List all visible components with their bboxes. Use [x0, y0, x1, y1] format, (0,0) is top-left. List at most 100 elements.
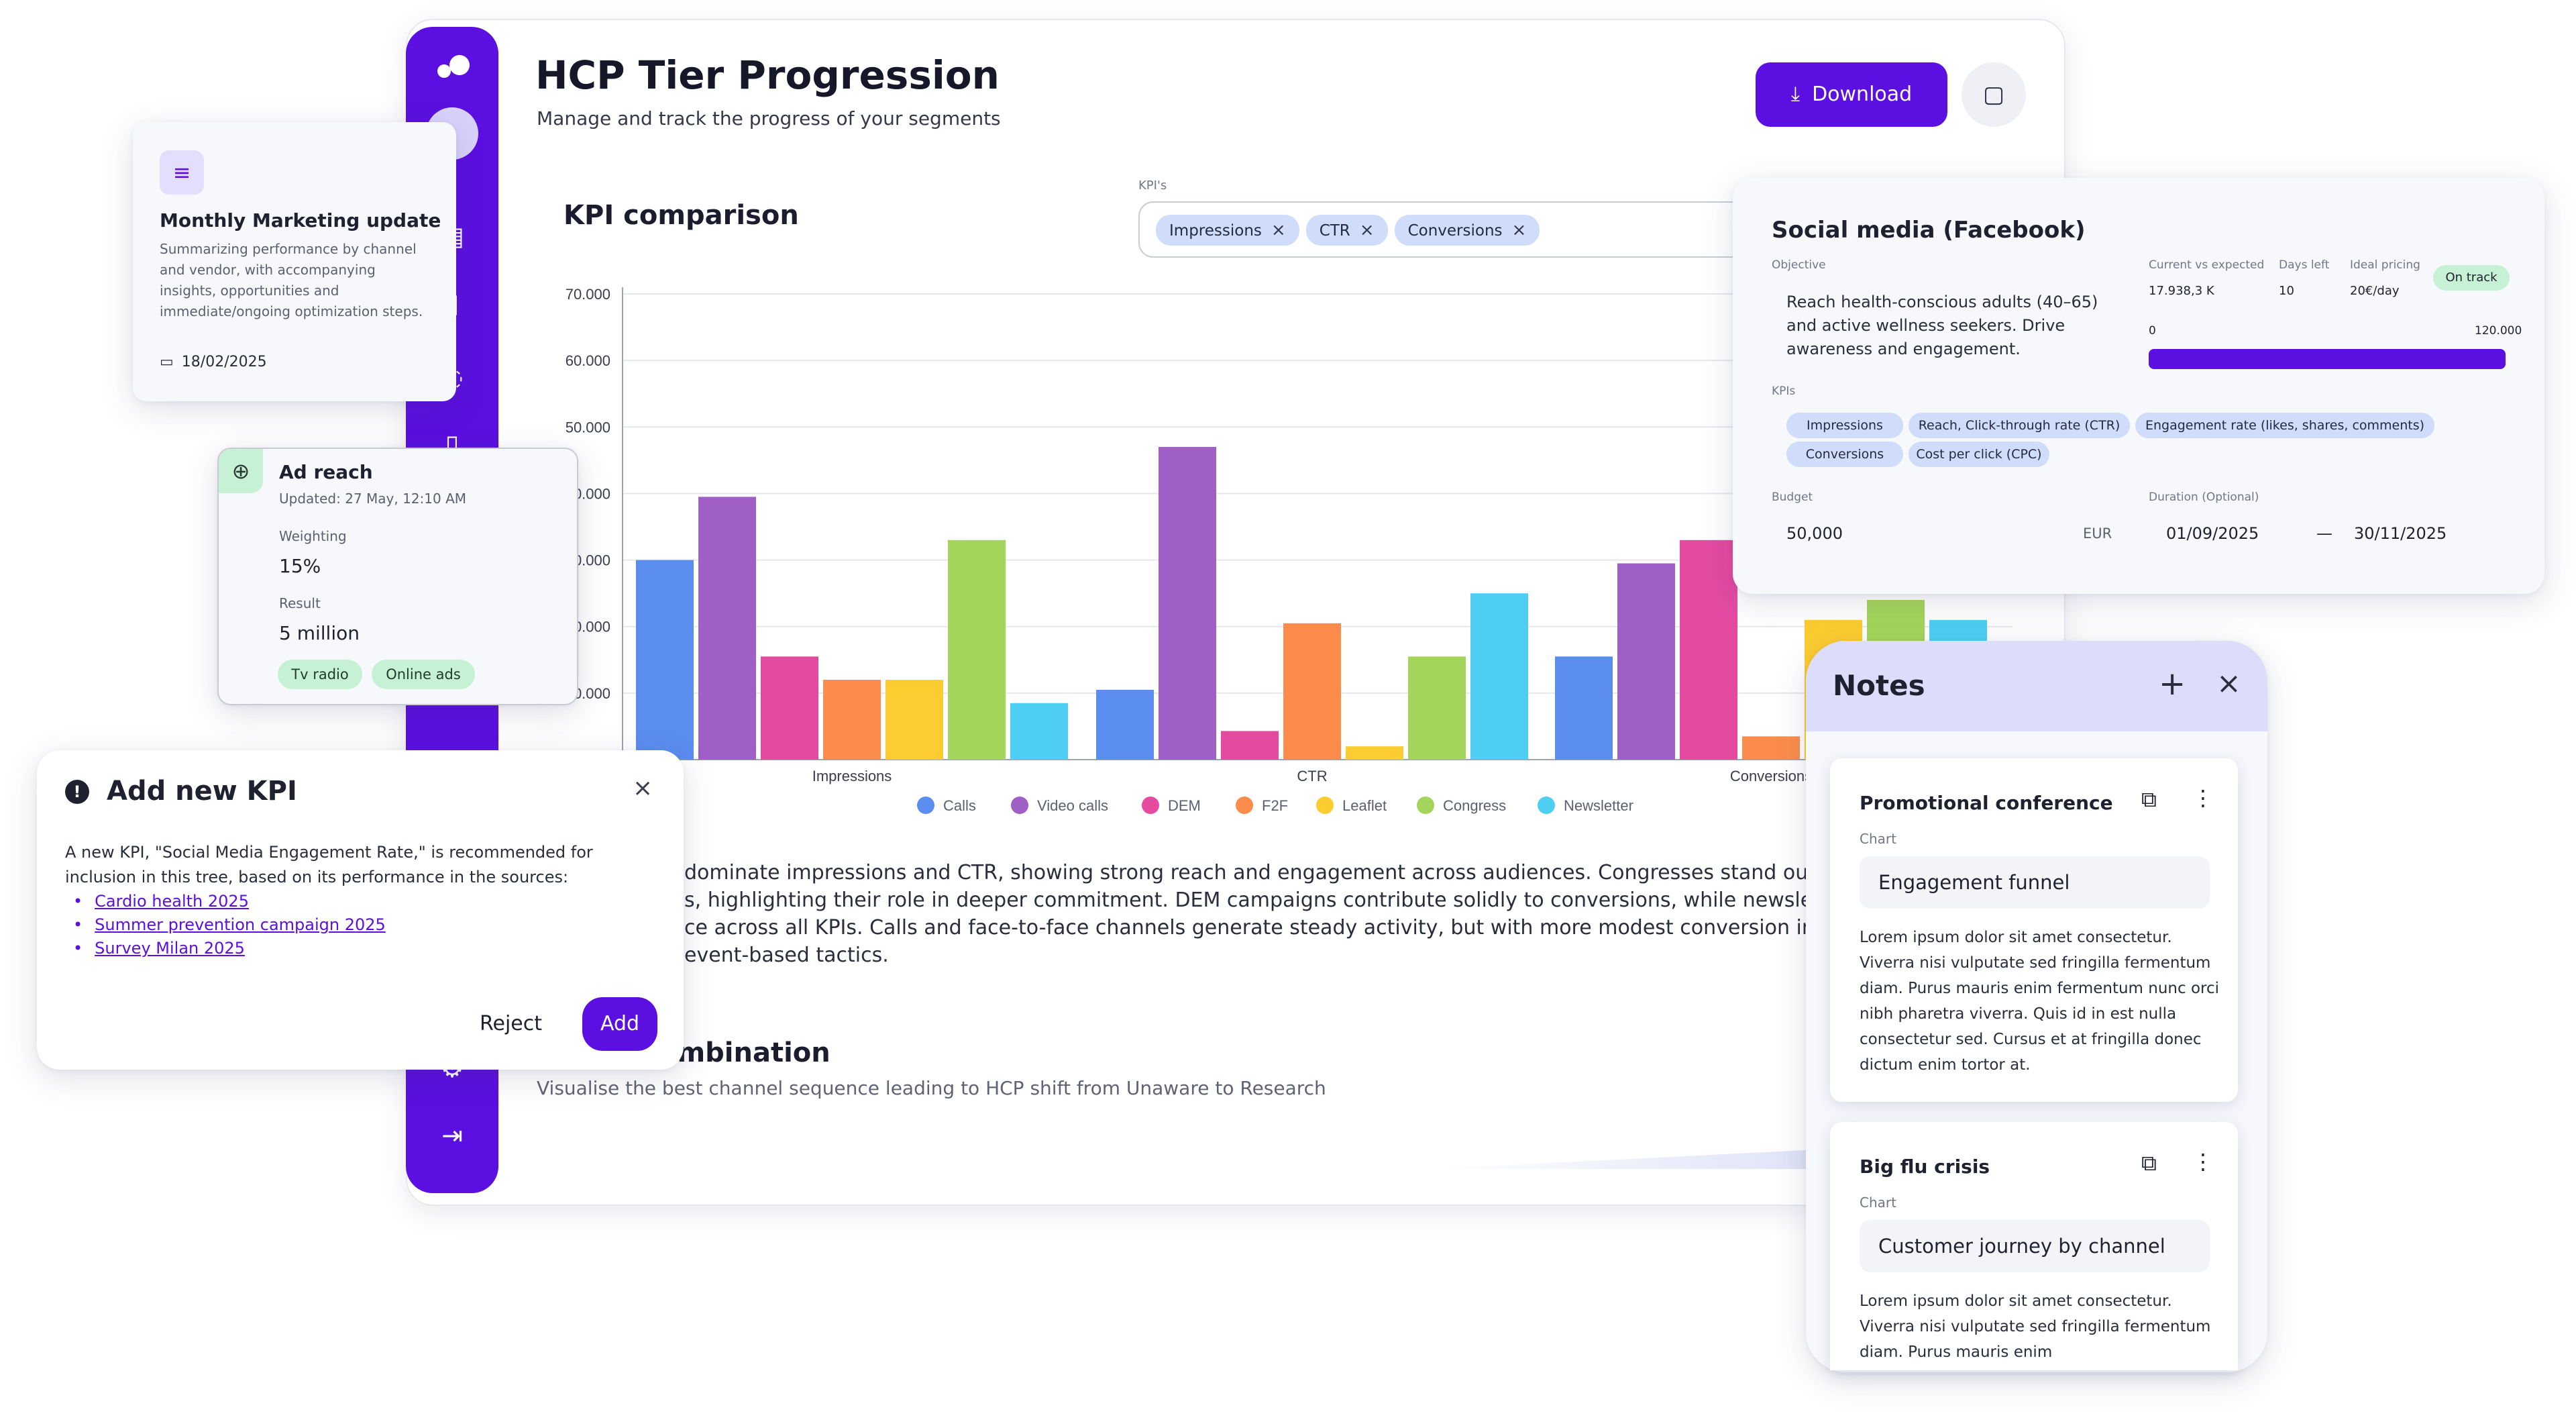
bar: [1346, 746, 1403, 760]
remove-chip-icon[interactable]: ×: [1271, 220, 1286, 240]
chart-label: Chart: [1860, 831, 1896, 847]
note-body: Lorem ipsum dolor sit amet consectetur. …: [1860, 1292, 2211, 1361]
reject-button[interactable]: Reject: [480, 1012, 543, 1035]
source-link[interactable]: Cardio health 2025: [95, 892, 249, 911]
note-title: Promotional conference: [1860, 792, 2113, 814]
source-link[interactable]: Summer prevention campaign 2025: [95, 915, 386, 934]
page-subtitle: Manage and track the progress of your se…: [537, 107, 1001, 130]
download-button[interactable]: ⤓ Download: [1756, 62, 1947, 127]
legend-marker: [1417, 797, 1434, 814]
legend-label: Congress: [1443, 797, 1506, 814]
remove-chip-icon[interactable]: ×: [1359, 220, 1375, 240]
ad-reach-card[interactable]: ⊕ Ad reach Updated: 27 May, 12:10 AM Wei…: [217, 448, 578, 705]
combination-title: ombination: [659, 1037, 830, 1068]
alert-icon: !: [65, 780, 89, 804]
start-date[interactable]: 01/09/2025: [2166, 524, 2259, 543]
source-link[interactable]: Survey Milan 2025: [95, 939, 245, 958]
chart-value[interactable]: Customer journey by channel: [1860, 1220, 2210, 1272]
note-card[interactable]: Big flu crisis ⧉ ⋮ Chart Customer journe…: [1830, 1122, 2238, 1370]
page-title: HCP Tier Progression: [535, 52, 1000, 98]
bar: [1742, 736, 1800, 760]
x-tick-label: Impressions: [812, 768, 892, 784]
note-title: Big flu crisis: [1860, 1156, 1990, 1178]
notes-title: Notes: [1833, 669, 1925, 702]
remove-chip-icon[interactable]: ×: [1511, 220, 1527, 240]
copy-icon[interactable]: ⧉: [2141, 786, 2157, 812]
combination-subtitle: Visualise the best channel sequence lead…: [537, 1077, 1326, 1099]
bar: [1408, 656, 1466, 760]
crosshair-icon: ⊕: [219, 449, 263, 493]
card-title: Monthly Marketing update: [160, 209, 441, 232]
source-item[interactable]: • Summer prevention campaign 2025: [73, 915, 386, 934]
kpi-chip-label: CTR: [1319, 222, 1350, 240]
legend-label: Calls: [943, 797, 976, 814]
bar: [948, 540, 1006, 760]
close-icon[interactable]: ×: [2216, 666, 2241, 701]
insight-line: s, highlighting their role in deeper com…: [684, 888, 1928, 912]
dialog-body: A new KPI, "Social Media Engagement Rate…: [65, 843, 593, 886]
y-tick-label: 60.000: [566, 352, 610, 369]
calendar-icon: ▭: [160, 354, 174, 370]
bar: [885, 680, 943, 760]
more-icon[interactable]: ⋮: [2192, 1149, 2214, 1174]
kpi-chip-conversions[interactable]: Conversions ×: [1394, 215, 1540, 246]
document-icon: ≡: [160, 150, 204, 195]
sticky-note-button[interactable]: ▢: [1962, 62, 2026, 127]
legend-label: F2F: [1262, 797, 1288, 814]
end-date[interactable]: 30/11/2025: [2354, 524, 2447, 543]
social-media-card: Social media (Facebook) Objective Reach …: [1733, 178, 2544, 594]
download-icon: ⤓: [1790, 83, 1801, 106]
date-text: 18/02/2025: [181, 354, 267, 370]
bar: [1221, 731, 1279, 760]
bar: [1470, 593, 1528, 760]
legend-marker: [1142, 797, 1159, 814]
close-icon[interactable]: ×: [633, 774, 653, 802]
insight-text: dominate impressions and CTR, showing st…: [684, 859, 1927, 969]
bar: [1096, 689, 1154, 760]
legend-marker: [1011, 797, 1028, 814]
more-icon[interactable]: ⋮: [2192, 785, 2214, 811]
card-body: Summarizing performance by channel and v…: [160, 241, 423, 319]
kpi-selector[interactable]: Impressions × CTR × Conversions ×: [1138, 201, 1809, 258]
note-card[interactable]: Promotional conference ⧉ ⋮ Chart Engagem…: [1830, 758, 2238, 1102]
kpi-chip-impressions[interactable]: Impressions ×: [1156, 215, 1299, 246]
kpi-chip-label: Impressions: [1169, 222, 1262, 240]
kpi-tag: Cost per click (CPC): [1909, 442, 2049, 467]
legend-marker: [917, 797, 934, 814]
copy-icon[interactable]: ⧉: [2141, 1150, 2157, 1176]
source-list: • Cardio health 2025 • Summer prevention c…: [73, 890, 386, 960]
source-item[interactable]: • Survey Milan 2025: [73, 939, 245, 958]
progress-min: 0: [2149, 324, 2156, 338]
source-item[interactable]: • Cardio health 2025: [73, 892, 249, 911]
monthly-update-card[interactable]: ≡ Monthly Marketing update Summarizing p…: [133, 122, 456, 401]
chart-label: Chart: [1860, 1194, 1896, 1211]
plus-icon[interactable]: +: [2159, 665, 2186, 703]
card-date: ▭ 18/02/2025: [160, 354, 267, 370]
objective-label: Objective: [1772, 258, 1826, 272]
bar: [1283, 623, 1341, 760]
duration-label: Duration (Optional): [2149, 491, 2259, 504]
date-separator: —: [2316, 524, 2332, 543]
progress-max: 120.000: [2475, 324, 2522, 338]
kpi-section-title: KPI comparison: [564, 200, 799, 231]
add-button[interactable]: Add: [582, 997, 657, 1051]
progress-track: [2149, 349, 2506, 369]
progress-fill: [2149, 349, 2506, 369]
status-badge: On track: [2433, 265, 2510, 291]
add-kpi-dialog: ! Add new KPI × A new KPI, "Social Media…: [37, 750, 684, 1070]
bar: [823, 680, 881, 760]
kpi-tag: Conversions: [1786, 442, 1903, 467]
social-title: Social media (Facebook): [1772, 217, 2086, 244]
weighting-value: 15%: [279, 555, 321, 577]
legend-label: DEM: [1168, 797, 1201, 814]
kpi-chip-ctr[interactable]: CTR ×: [1305, 215, 1388, 246]
logout-icon[interactable]: ⇥: [441, 1121, 463, 1150]
chart-value[interactable]: Engagement funnel: [1860, 856, 2210, 909]
legend-marker: [1236, 797, 1253, 814]
download-label: Download: [1812, 83, 1913, 106]
budget-value[interactable]: 50,000: [1786, 524, 1843, 543]
legend-marker: [1316, 797, 1334, 814]
days-label: Days left: [2279, 258, 2330, 272]
bar: [1010, 703, 1068, 760]
current-value: 17.938,3 K: [2149, 284, 2214, 298]
